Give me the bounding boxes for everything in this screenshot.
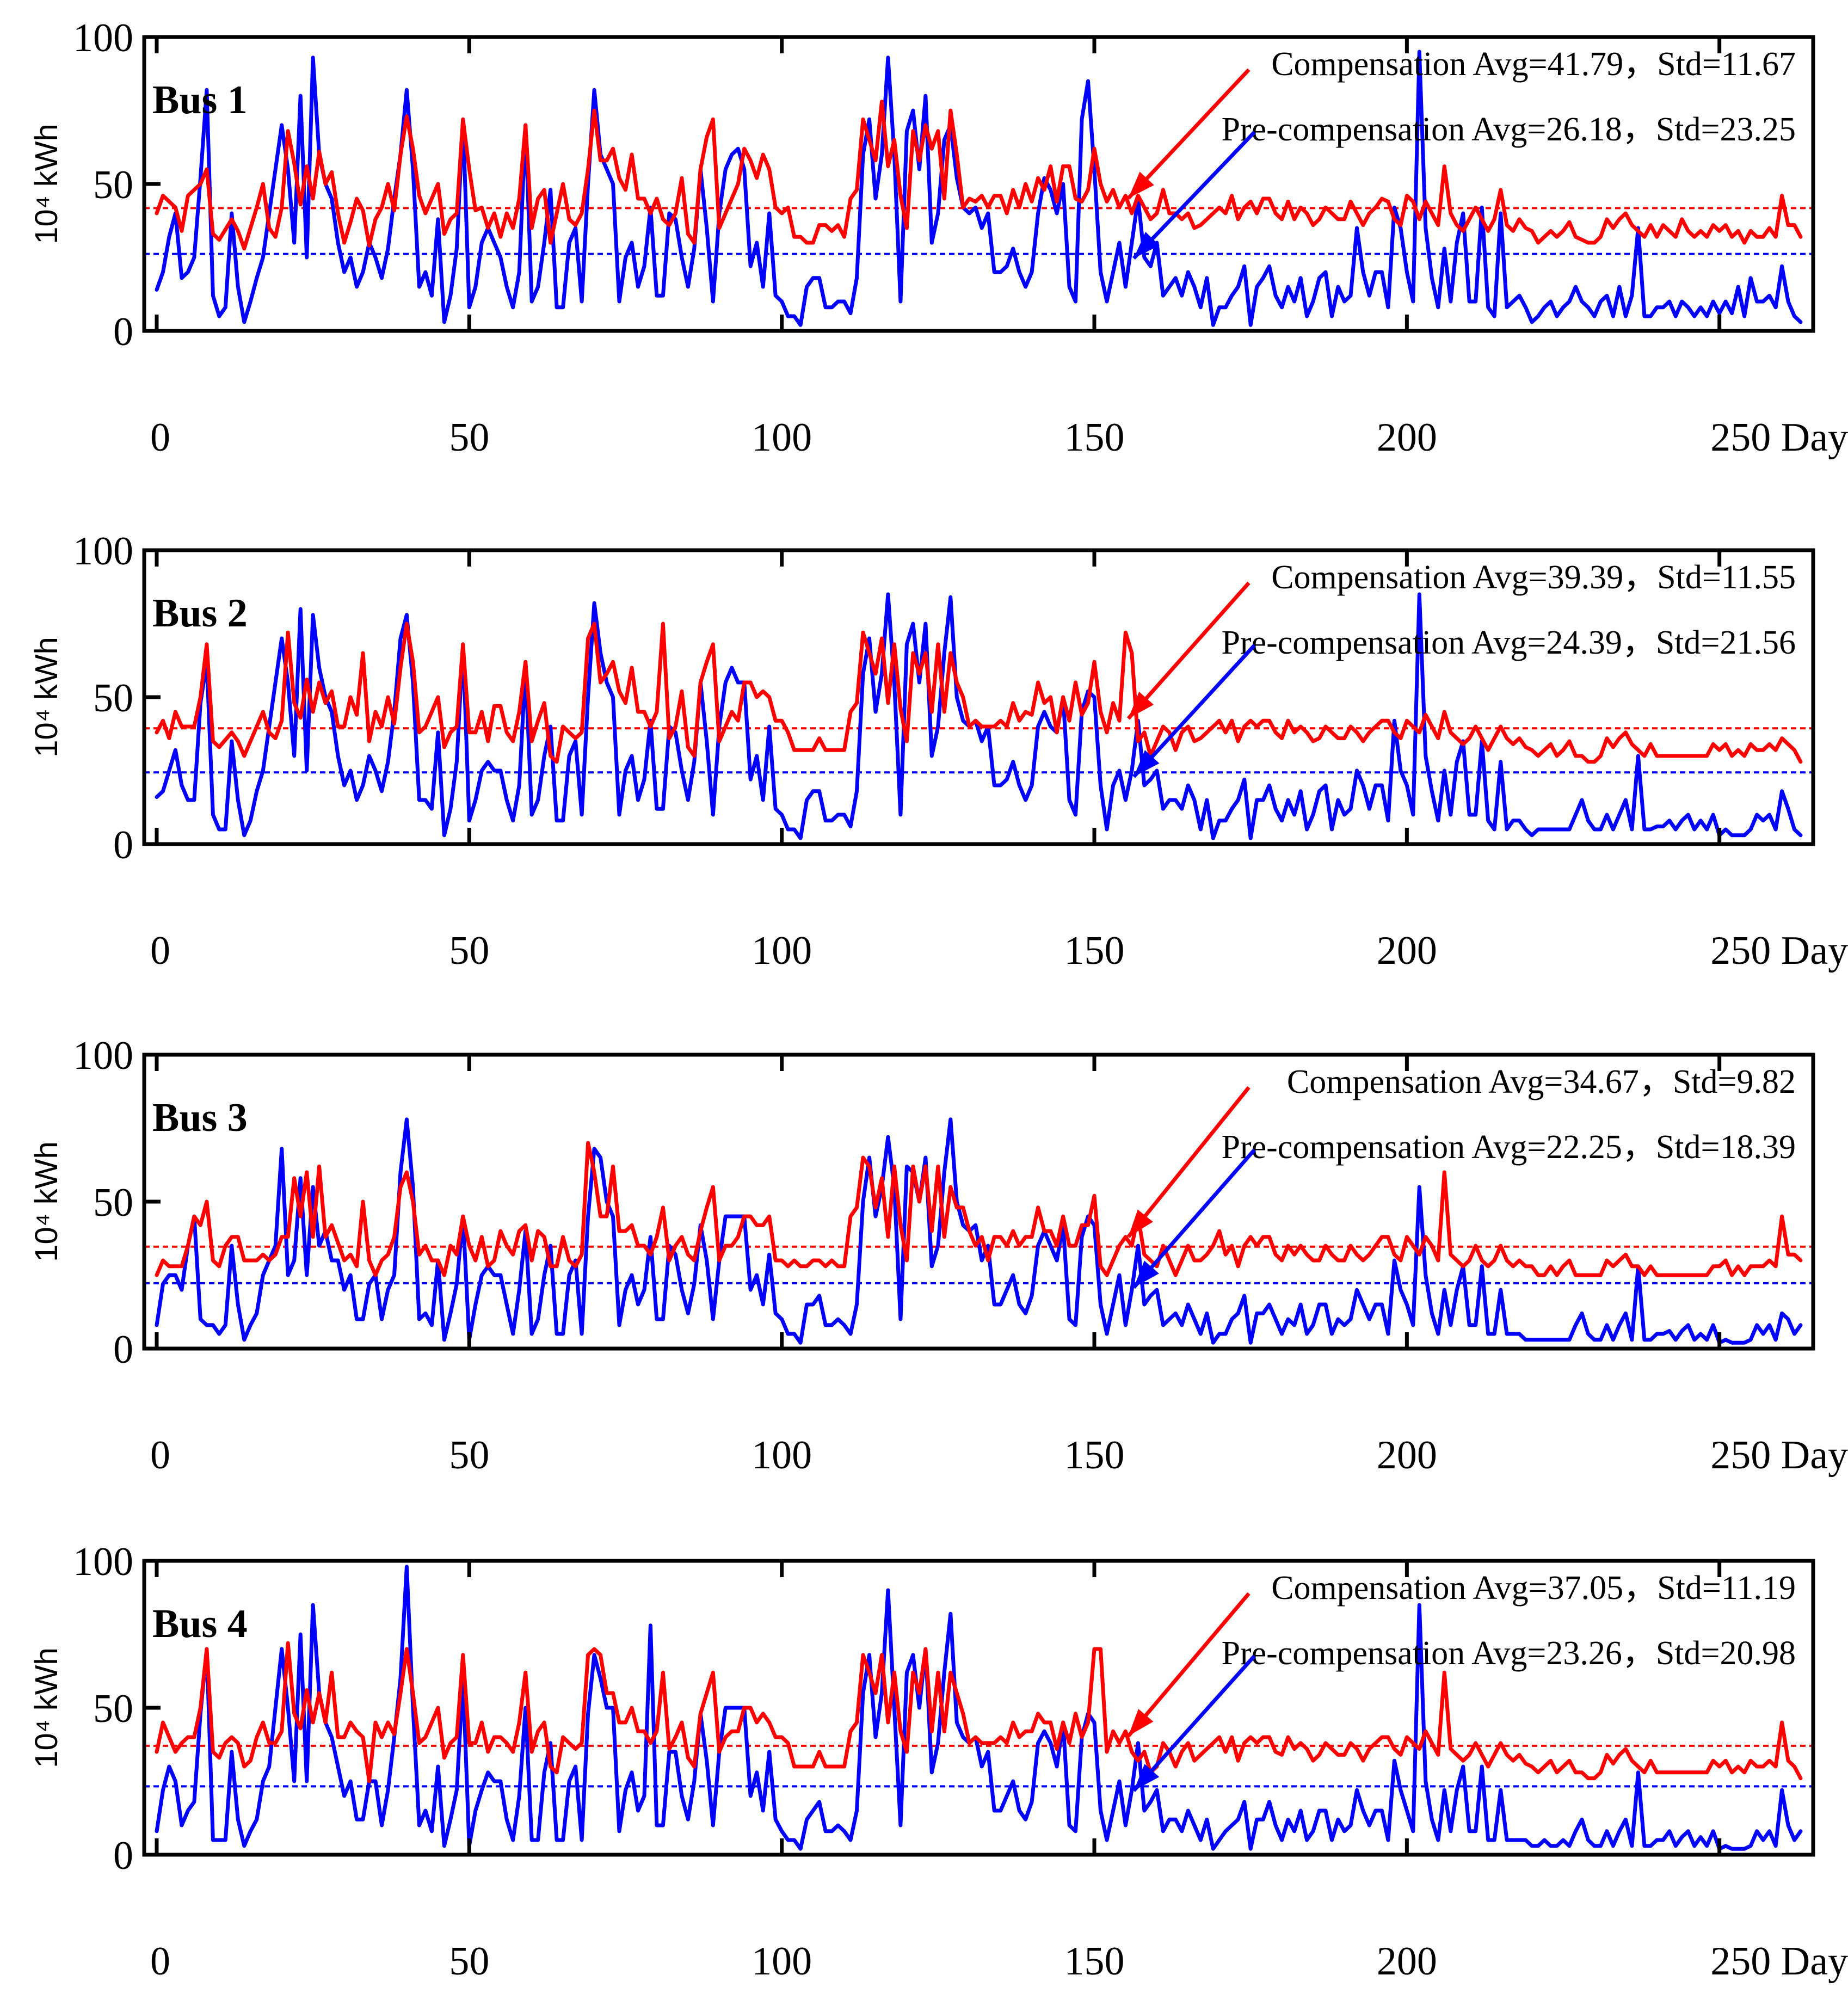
- x-tick-label: 250 Day: [1710, 1939, 1848, 1984]
- compensation-arrow-shaft: [1126, 1592, 1251, 1738]
- y-tick-label: 100: [73, 16, 133, 60]
- x-tick-label: 50: [449, 415, 489, 460]
- compensation-arrow-shaft: [1126, 68, 1251, 200]
- x-tick-label: 250 Day: [1710, 1433, 1848, 1478]
- chart-panel-bus-4: 0 50 100 150 200 250 Day 0 50 100 10⁴ kWh Bus 4 Com…: [29, 1540, 1848, 1984]
- compensation-arrow-head: [1128, 171, 1154, 199]
- bus-title: Bus 2: [152, 591, 248, 636]
- x-tick-label: 100: [751, 415, 812, 460]
- pre-compensation-series-line: [155, 50, 1803, 327]
- y-tick-label: 100: [73, 1033, 133, 1078]
- compensation-series-line: [155, 1641, 1803, 1783]
- y-tick-label: 50: [93, 1180, 133, 1225]
- compensation-arrow-head: [1128, 691, 1154, 719]
- x-tick-label: 250 Day: [1710, 415, 1848, 460]
- y-tick-label: 0: [113, 1833, 133, 1878]
- x-tick-label: 200: [1377, 928, 1437, 973]
- x-tick-label: 150: [1064, 1939, 1125, 1984]
- x-tick-label: 100: [751, 1939, 812, 1984]
- x-tick-label: 50: [449, 1939, 489, 1984]
- y-tick-label: 0: [113, 823, 133, 867]
- x-tick-label: 50: [449, 1433, 489, 1478]
- pre-compensation-arrow-head: [1134, 750, 1160, 777]
- bus-title: Bus 4: [152, 1602, 248, 1646]
- x-tick-label: 0: [150, 1939, 170, 1984]
- y-tick-label: 50: [93, 1687, 133, 1731]
- bus-title: Bus 1: [152, 78, 248, 122]
- x-tick-label: 150: [1064, 1433, 1125, 1478]
- y-tick-label: 0: [113, 310, 133, 354]
- compensation-series-line: [155, 1141, 1803, 1277]
- x-tick-label: 0: [150, 415, 170, 460]
- x-tick-label: 100: [751, 928, 812, 973]
- y-axis-label: 10⁴ kWh: [29, 637, 64, 758]
- pre-compensation-arrow-shaft: [1132, 1148, 1256, 1289]
- x-tick-label: 100: [751, 1433, 812, 1478]
- x-tick-label: 200: [1377, 1939, 1437, 1984]
- compensation-arrow-shaft: [1126, 581, 1251, 720]
- pre-compensation-annotation: Pre-compensation Avg=22.25，Std=18.39: [1221, 1129, 1796, 1166]
- x-tick-label: 200: [1377, 415, 1437, 460]
- bus-title: Bus 3: [152, 1096, 248, 1140]
- y-tick-label: 100: [73, 1540, 133, 1584]
- chart-panel-bus-2: 0 50 100 150 200 250 Day 0 50 100 10⁴ kWh Bus 2 Com…: [29, 529, 1848, 973]
- pre-compensation-series-line: [155, 1565, 1803, 1851]
- y-tick-label: 0: [113, 1327, 133, 1372]
- chart-panel-bus-1: 0 50 100 150 200 250 Day 0 50 100 10⁴ kWh Bus 1 Com…: [29, 16, 1848, 460]
- compensation-arrow-head: [1128, 1209, 1153, 1237]
- pre-compensation-arrow-shaft: [1132, 644, 1256, 778]
- compensation-annotation: Compensation Avg=41.79，Std=11.67: [1271, 46, 1796, 83]
- compensation-arrow-shaft: [1126, 1086, 1251, 1238]
- chart-panel-bus-3: 0 50 100 150 200 250 Day 0 50 100 10⁴ kWh Bus 3 Com…: [29, 1033, 1848, 1478]
- compensation-annotation: Compensation Avg=34.67，Std=9.82: [1287, 1063, 1796, 1100]
- compensation-series-line: [155, 100, 1803, 251]
- pre-compensation-series-line: [155, 592, 1803, 840]
- compensation-annotation: Compensation Avg=39.39，Std=11.55: [1271, 559, 1796, 596]
- x-tick-label: 50: [449, 928, 489, 973]
- y-tick-label: 50: [93, 163, 133, 207]
- pre-compensation-arrow-shaft: [1132, 1654, 1256, 1792]
- x-tick-label: 0: [150, 1433, 170, 1478]
- x-tick-label: 200: [1377, 1433, 1437, 1478]
- compensation-arrow-head: [1128, 1709, 1154, 1736]
- pre-compensation-arrow-head: [1134, 1764, 1160, 1791]
- x-tick-label: 250 Day: [1710, 928, 1848, 973]
- y-tick-label: 50: [93, 676, 133, 721]
- pre-compensation-arrow-shaft: [1132, 131, 1256, 260]
- pre-compensation-arrow-head: [1134, 1260, 1159, 1288]
- compensation-series-line: [155, 622, 1803, 764]
- pre-compensation-annotation: Pre-compensation Avg=26.18，Std=23.25: [1221, 111, 1796, 148]
- x-tick-label: 150: [1064, 415, 1125, 460]
- pre-compensation-annotation: Pre-compensation Avg=23.26，Std=20.98: [1221, 1635, 1796, 1672]
- y-tick-label: 100: [73, 529, 133, 574]
- x-tick-label: 150: [1064, 928, 1125, 973]
- y-axis-label: 10⁴ kWh: [29, 1647, 64, 1768]
- pre-compensation-annotation: Pre-compensation Avg=24.39，Std=21.56: [1221, 624, 1796, 661]
- pre-compensation-arrow-head: [1134, 232, 1160, 259]
- y-axis-label: 10⁴ kWh: [29, 1141, 64, 1262]
- compensation-annotation: Compensation Avg=37.05，Std=11.19: [1271, 1570, 1796, 1607]
- x-tick-label: 0: [150, 928, 170, 973]
- y-axis-label: 10⁴ kWh: [29, 124, 64, 244]
